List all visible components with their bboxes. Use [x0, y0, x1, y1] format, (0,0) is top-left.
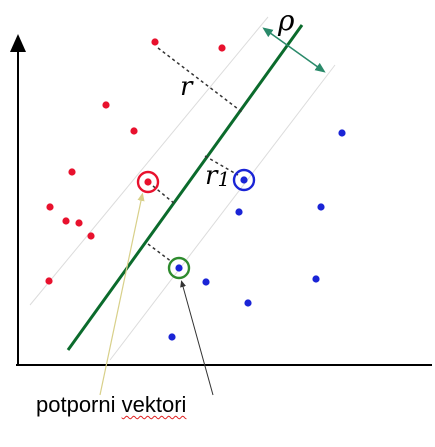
- caption-pointer-green: [180, 280, 214, 396]
- distance-green-support-line: [147, 243, 173, 263]
- red-support-vector-dot: [144, 178, 152, 186]
- margin-line-right: [109, 64, 336, 361]
- red-point: [46, 203, 54, 211]
- caption-word-2: vektori: [121, 392, 187, 417]
- green-support-vector-ring: [167, 256, 191, 280]
- caption-pointer-red: [99, 192, 145, 396]
- r-label: r: [180, 72, 194, 102]
- red-point: [218, 44, 226, 52]
- blue-point: [312, 275, 320, 283]
- blue-point: [338, 129, 346, 137]
- blue-point: [168, 333, 176, 341]
- margin-line-left: [29, 16, 269, 306]
- blue-support-vector-ring: [232, 168, 256, 192]
- red-point: [130, 127, 138, 135]
- data-points: [45, 38, 346, 341]
- blue-point: [244, 299, 252, 307]
- blue-support-vector-dot: [240, 176, 248, 184]
- distance-r1-line-top: [204, 155, 239, 176]
- support-vectors-caption: potporni vektori: [36, 392, 186, 418]
- caption-word-1: potporni: [36, 392, 116, 417]
- red-point: [87, 232, 95, 240]
- blue-point: [317, 203, 325, 211]
- red-point: [45, 277, 53, 285]
- r1-label: r1: [205, 161, 230, 191]
- rho-margin-arrow: [262, 27, 326, 73]
- green-support-vector-dot: [175, 264, 183, 272]
- blue-point: [235, 208, 243, 216]
- distance-red-support-line: [152, 185, 176, 205]
- distance-r-line: [157, 47, 243, 113]
- blue-point: [202, 278, 210, 286]
- red-point: [102, 101, 110, 109]
- separating-hyperplane: [66, 24, 304, 351]
- red-point: [75, 219, 83, 227]
- red-support-vector-ring: [136, 170, 160, 194]
- red-point: [68, 168, 76, 176]
- red-point: [62, 217, 70, 225]
- rho-label: ρ: [277, 4, 295, 37]
- red-point: [151, 38, 159, 46]
